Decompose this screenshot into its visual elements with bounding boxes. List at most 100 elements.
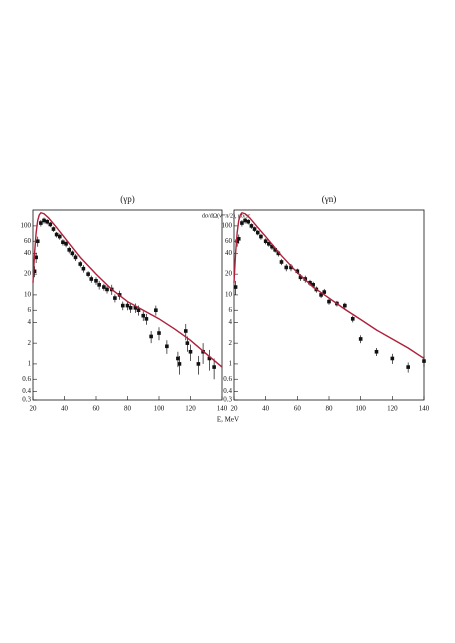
data-point — [102, 285, 106, 289]
y-tick-label: 0.4 — [223, 387, 232, 395]
data-point — [273, 248, 277, 252]
data-point — [259, 234, 263, 239]
y-tick-label: 0.6 — [22, 375, 31, 383]
data-point — [48, 222, 53, 227]
y-tick-label: 1 — [28, 360, 32, 368]
y-tick-label: 0.3 — [22, 396, 31, 404]
y-tick-label: 20 — [24, 270, 32, 278]
x-tick-label: 60 — [294, 405, 302, 413]
data-point — [284, 265, 289, 270]
data-point — [89, 277, 94, 281]
data-point — [233, 285, 238, 289]
data-point — [57, 234, 62, 239]
data-point — [246, 219, 251, 224]
data-point — [35, 239, 40, 244]
data-point — [177, 362, 182, 366]
x-tick-label: 140 — [217, 405, 228, 413]
x-tick-label: 60 — [93, 405, 101, 413]
data-point — [252, 227, 257, 231]
x-tick-label: 120 — [387, 405, 398, 413]
model-curve — [32, 211, 223, 368]
y-tick-label: 100 — [222, 222, 233, 230]
data-point — [390, 356, 395, 361]
data-point — [240, 221, 244, 225]
data-point — [42, 218, 46, 223]
y-tick-label: 6 — [229, 306, 233, 314]
data-point — [133, 306, 138, 310]
data-point — [249, 224, 254, 228]
data-point — [125, 303, 130, 308]
panel-title: (γn) — [322, 194, 336, 204]
data-point — [196, 362, 201, 366]
data-point — [263, 239, 268, 244]
x-tick-label: 40 — [61, 405, 69, 413]
data-point — [54, 232, 59, 237]
data-point — [64, 242, 68, 246]
x-tick-label: 120 — [185, 405, 196, 413]
data-point — [97, 283, 101, 287]
data-point — [207, 356, 212, 361]
data-point — [39, 221, 43, 225]
y-tick-label: 60 — [24, 237, 32, 245]
x-tick-label: 20 — [231, 405, 239, 413]
data-point — [165, 344, 169, 349]
data-point — [154, 308, 158, 313]
data-point — [358, 337, 363, 341]
data-point — [311, 283, 315, 287]
x-tick-label: 80 — [124, 405, 132, 413]
y-tick-label: 4 — [229, 318, 233, 326]
data-point — [243, 218, 247, 223]
y-axis-label: dσ/dΩ(ν=π/2), μb/sr — [202, 212, 250, 219]
plot-frame — [233, 209, 425, 401]
y-tick-label: 6 — [28, 306, 32, 314]
data-point — [149, 334, 153, 339]
x-tick-label: 20 — [30, 405, 38, 413]
data-point — [78, 262, 83, 266]
y-tick-label: 60 — [225, 237, 233, 245]
data-point — [67, 248, 72, 252]
y-tick-label: 4 — [28, 318, 32, 326]
y-tick-label: 0.3 — [223, 396, 232, 404]
data-point — [327, 299, 331, 304]
data-point — [279, 260, 284, 264]
data-point — [185, 341, 190, 345]
data-point — [322, 290, 327, 294]
x-tick-label: 100 — [154, 405, 165, 413]
data-point — [350, 317, 355, 321]
data-point — [406, 365, 410, 369]
data-point — [120, 303, 125, 308]
data-point — [295, 269, 300, 274]
data-point — [255, 230, 260, 235]
data-point — [298, 275, 303, 280]
data-point — [422, 359, 426, 363]
data-point — [81, 266, 86, 271]
data-point — [308, 280, 312, 285]
y-tick-label: 40 — [225, 249, 233, 257]
y-tick-label: 10 — [225, 291, 233, 299]
y-tick-label: 10 — [24, 291, 32, 299]
data-point — [70, 251, 75, 256]
data-point — [128, 306, 133, 310]
x-tick-label: 100 — [355, 405, 366, 413]
y-tick-label: 0.6 — [223, 375, 232, 383]
y-tick-label: 20 — [225, 270, 233, 278]
data-point — [188, 349, 193, 354]
x-tick-label: 80 — [326, 405, 334, 413]
data-point — [144, 317, 149, 321]
data-point — [136, 308, 141, 313]
data-point — [374, 349, 379, 354]
y-tick-label: 1 — [229, 360, 233, 368]
data-point — [86, 272, 90, 276]
data-point — [157, 331, 161, 335]
data-point — [61, 240, 65, 245]
data-point — [113, 296, 117, 300]
data-point — [32, 269, 37, 274]
data-point — [276, 251, 281, 256]
data-point — [105, 287, 109, 292]
data-point — [73, 255, 78, 260]
y-tick-label: 0.4 — [22, 387, 31, 395]
data-point — [212, 365, 216, 369]
data-point — [270, 244, 274, 249]
